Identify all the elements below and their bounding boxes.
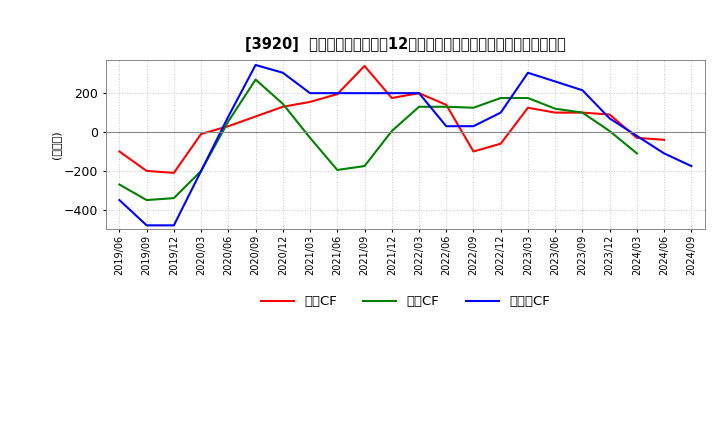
営業CF bbox=[469, 149, 478, 154]
フリーCF bbox=[115, 198, 124, 203]
フリーCF bbox=[442, 124, 451, 129]
投資CF bbox=[197, 168, 205, 173]
営業CF bbox=[551, 110, 559, 115]
Y-axis label: (百万円): (百万円) bbox=[51, 130, 61, 159]
営業CF bbox=[496, 141, 505, 147]
フリーCF bbox=[387, 91, 396, 96]
投資CF bbox=[224, 119, 233, 124]
フリーCF bbox=[523, 70, 532, 75]
フリーCF bbox=[496, 110, 505, 115]
営業CF bbox=[523, 105, 532, 110]
投資CF bbox=[333, 167, 341, 172]
フリーCF bbox=[224, 114, 233, 119]
投資CF bbox=[115, 182, 124, 187]
営業CF bbox=[306, 99, 315, 105]
投資CF bbox=[496, 95, 505, 101]
投資CF bbox=[469, 105, 478, 110]
営業CF bbox=[387, 95, 396, 101]
営業CF bbox=[415, 91, 423, 96]
投資CF bbox=[387, 128, 396, 134]
Legend: 営業CF, 投資CF, フリーCF: 営業CF, 投資CF, フリーCF bbox=[256, 290, 556, 314]
投資CF bbox=[415, 104, 423, 110]
営業CF bbox=[333, 92, 341, 97]
フリーCF bbox=[415, 91, 423, 96]
営業CF bbox=[115, 149, 124, 154]
投資CF bbox=[279, 101, 287, 106]
投資CF bbox=[251, 77, 260, 82]
Line: フリーCF: フリーCF bbox=[120, 65, 691, 225]
フリーCF bbox=[578, 88, 587, 93]
営業CF bbox=[660, 137, 668, 143]
フリーCF bbox=[687, 163, 696, 169]
Line: 営業CF: 営業CF bbox=[120, 66, 664, 173]
投資CF bbox=[606, 128, 614, 134]
営業CF bbox=[279, 104, 287, 110]
フリーCF bbox=[660, 151, 668, 156]
フリーCF bbox=[606, 116, 614, 121]
フリーCF bbox=[170, 223, 179, 228]
フリーCF bbox=[551, 79, 559, 84]
営業CF bbox=[170, 170, 179, 176]
フリーCF bbox=[279, 70, 287, 75]
フリーCF bbox=[197, 168, 205, 173]
投資CF bbox=[442, 104, 451, 110]
投資CF bbox=[306, 135, 315, 140]
投資CF bbox=[170, 195, 179, 201]
営業CF bbox=[633, 135, 642, 140]
投資CF bbox=[360, 163, 369, 169]
営業CF bbox=[360, 63, 369, 69]
営業CF bbox=[578, 110, 587, 115]
営業CF bbox=[197, 131, 205, 136]
営業CF bbox=[606, 112, 614, 117]
営業CF bbox=[251, 114, 260, 119]
営業CF bbox=[224, 124, 233, 129]
フリーCF bbox=[143, 223, 151, 228]
フリーCF bbox=[633, 133, 642, 139]
フリーCF bbox=[360, 91, 369, 96]
フリーCF bbox=[306, 91, 315, 96]
Title: [3920]  キャッシュフローの12か月移動合計の対前年同期増減額の推移: [3920] キャッシュフローの12か月移動合計の対前年同期増減額の推移 bbox=[245, 37, 566, 52]
営業CF bbox=[442, 102, 451, 107]
投資CF bbox=[551, 106, 559, 111]
投資CF bbox=[578, 110, 587, 115]
フリーCF bbox=[251, 62, 260, 68]
投資CF bbox=[143, 198, 151, 203]
投資CF bbox=[633, 151, 642, 156]
投資CF bbox=[523, 95, 532, 101]
フリーCF bbox=[333, 91, 341, 96]
フリーCF bbox=[469, 124, 478, 129]
Line: 投資CF: 投資CF bbox=[120, 80, 637, 200]
営業CF bbox=[143, 168, 151, 173]
